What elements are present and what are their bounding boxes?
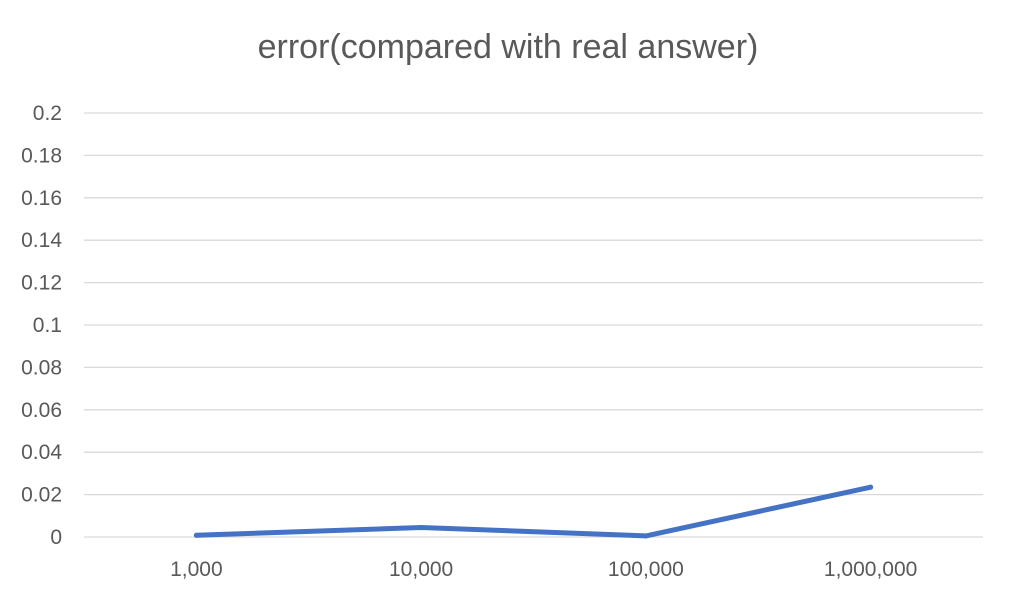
data-point <box>193 532 199 538</box>
data-point <box>643 533 649 539</box>
y-tick-label: 0.1 <box>33 314 62 337</box>
data-point <box>868 484 874 490</box>
chart-title: error(compared with real answer) <box>258 28 759 66</box>
x-tick-label: 100,000 <box>608 558 684 581</box>
y-tick-label: 0.16 <box>21 187 62 210</box>
x-tick-label: 10,000 <box>389 558 453 581</box>
series-line <box>193 484 874 539</box>
y-axis-tick-labels: 0 0.02 0.04 0.06 0.08 0.1 0.12 0.14 0.16 0.18 0.2 <box>21 102 62 549</box>
y-tick-label: 0.14 <box>21 229 62 252</box>
y-tick-label: 0 <box>50 526 62 549</box>
y-tick-label: 0.06 <box>21 399 62 422</box>
series-layer <box>193 484 874 539</box>
y-tick-label: 0.18 <box>21 144 62 167</box>
x-tick-label: 1,000 <box>170 558 223 581</box>
x-axis-tick-labels: 1,000 10,000 100,000 1,000,000 <box>170 558 917 581</box>
y-tick-label: 0.04 <box>21 441 62 464</box>
y-tick-label: 0.02 <box>21 484 62 507</box>
gridlines <box>84 112 983 538</box>
y-tick-label: 0.2 <box>33 102 62 125</box>
data-point <box>418 524 424 530</box>
y-tick-label: 0.12 <box>21 272 62 295</box>
y-tick-label: 0.08 <box>21 356 62 379</box>
x-tick-label: 1,000,000 <box>824 558 917 581</box>
